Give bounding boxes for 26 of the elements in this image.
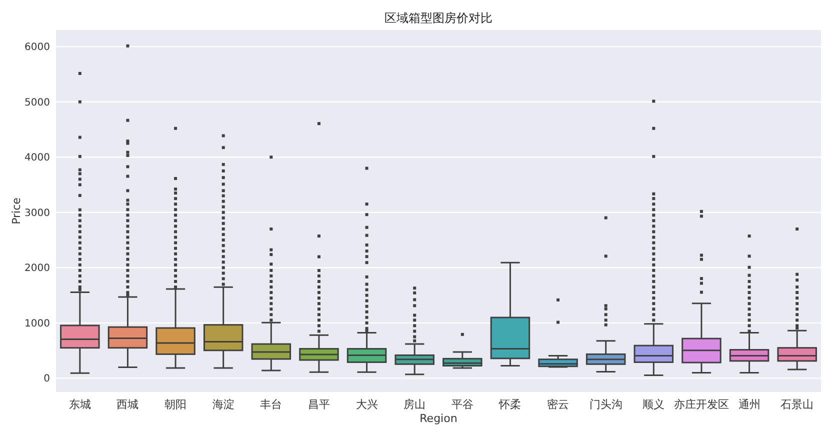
x-tick-label: 昌平 (308, 398, 330, 411)
x-tick-label: 大兴 (356, 398, 378, 411)
x-axis-title: Region (420, 412, 458, 425)
x-tick-label: 石景山 (780, 398, 814, 411)
x-tick-label: 亦庄开发区 (674, 398, 729, 411)
x-tick-label: 通州 (738, 398, 760, 411)
x-tick-label: 平谷 (451, 398, 474, 411)
x-tick-label: 房山 (404, 398, 426, 411)
x-tick-label: 西城 (116, 398, 139, 411)
x-tick-label: 密云 (547, 398, 570, 411)
x-tick-label: 门头沟 (589, 398, 622, 411)
y-tick-label: 3000 (24, 208, 50, 219)
x-tick-label: 顺义 (642, 398, 665, 411)
y-tick-label: 1000 (24, 318, 50, 330)
x-tick-label: 东城 (68, 398, 91, 411)
x-tick-label: 丰台 (260, 398, 282, 411)
x-tick-label: 怀柔 (498, 398, 522, 411)
x-tick-label: 海淀 (212, 398, 234, 411)
y-tick-label: 5000 (24, 97, 50, 108)
y-tick-label: 4000 (24, 152, 50, 164)
y-axis-title: Price (10, 197, 23, 224)
y-tick-label: 6000 (24, 42, 50, 54)
x-tick-label: 朝阳 (164, 398, 187, 411)
y-tick-label: 0 (44, 374, 50, 385)
y-tick-label: 2000 (24, 263, 50, 274)
chart-title: 区域箱型图房价对比 (384, 11, 492, 25)
